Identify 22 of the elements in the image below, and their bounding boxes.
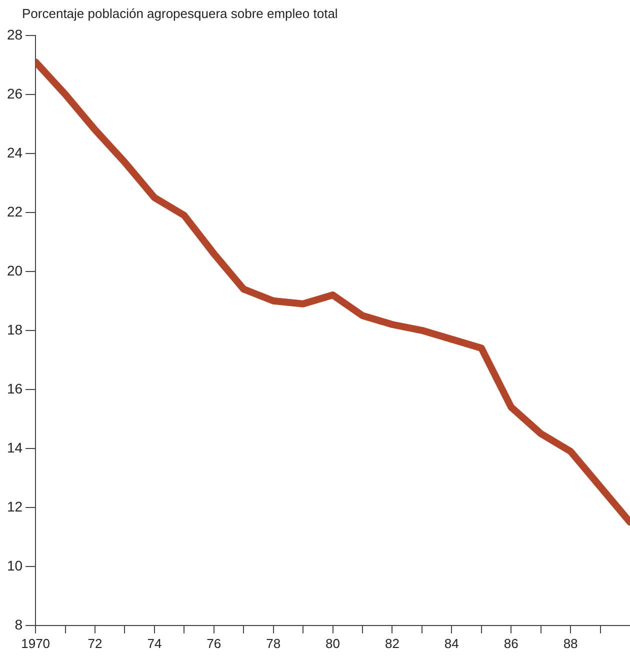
y-tick-label: 28 bbox=[6, 26, 23, 42]
y-tick-label: 18 bbox=[6, 321, 23, 338]
x-tick-label: 86 bbox=[504, 636, 518, 651]
y-tick-label: 20 bbox=[6, 262, 23, 278]
y-tick-label: 26 bbox=[6, 85, 23, 102]
y-tick-label: 12 bbox=[6, 498, 23, 514]
x-tick-label: 88 bbox=[563, 636, 578, 651]
x-tick-label: 82 bbox=[384, 636, 400, 651]
x-tick-label: 1970 bbox=[21, 636, 50, 651]
x-tick-label: 84 bbox=[444, 636, 459, 651]
y-tick-label: 24 bbox=[6, 144, 23, 160]
y-tick-label: 8 bbox=[14, 616, 23, 632]
x-tick-label: 72 bbox=[88, 636, 102, 651]
y-tick-label: 10 bbox=[6, 557, 23, 574]
chart-title: Porcentaje población agropesquera sobre empleo total bbox=[22, 6, 338, 21]
x-tick-label: 76 bbox=[206, 636, 222, 651]
y-tick-label: 14 bbox=[6, 439, 23, 456]
y-tick-label: 22 bbox=[6, 203, 23, 220]
y-tick-label: 16 bbox=[6, 380, 23, 396]
x-tick-label: 78 bbox=[266, 636, 281, 651]
x-tick-label: 74 bbox=[147, 636, 162, 651]
x-tick-label: 80 bbox=[326, 636, 340, 651]
